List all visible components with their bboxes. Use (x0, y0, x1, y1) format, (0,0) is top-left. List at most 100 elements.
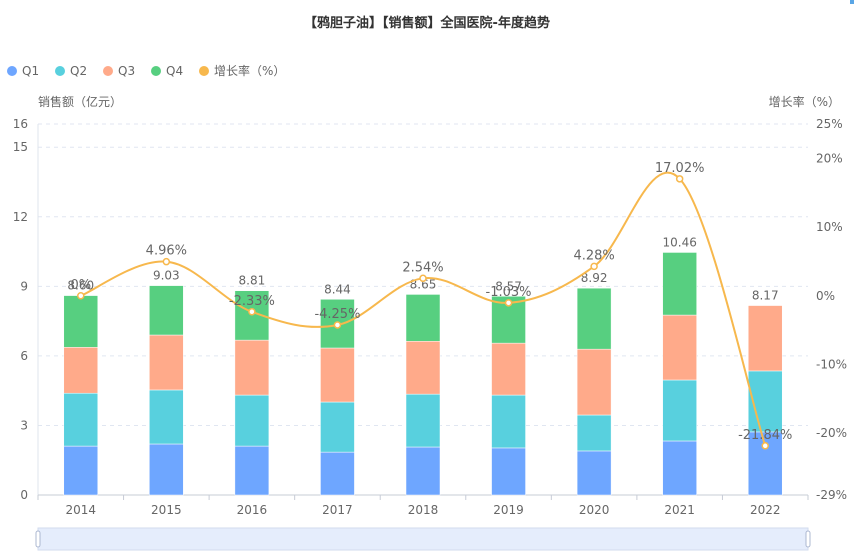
x-tick-label: 2018 (408, 503, 439, 517)
y2-tick-label: -10% (816, 357, 847, 371)
growth-point[interactable] (419, 274, 427, 283)
growth-point[interactable] (761, 442, 769, 450)
bar-q1-2017[interactable] (320, 451, 355, 496)
total-label: 8.81 (239, 274, 266, 288)
bar-q2-2015[interactable] (149, 389, 184, 445)
growth-point[interactable] (504, 299, 513, 307)
y2-tick-label: 0% (816, 289, 835, 303)
total-label: 8.17 (752, 289, 779, 303)
bar-q1-2020[interactable] (576, 450, 612, 496)
bar-q1-2015[interactable] (149, 443, 184, 496)
datazoom-slider[interactable] (35, 527, 811, 551)
bar-q3-2016[interactable] (234, 339, 270, 396)
bar-q2-2016[interactable] (234, 394, 270, 447)
y-tick-label: 15 (13, 140, 28, 154)
bar-q1-2019[interactable] (491, 447, 526, 496)
legend-marker[interactable] (7, 66, 17, 76)
bar-q2-2018[interactable] (405, 393, 441, 448)
datazoom-handle-left[interactable] (35, 530, 41, 548)
bar-q3-2019[interactable] (491, 342, 526, 396)
y-tick-label: 16 (13, 117, 28, 131)
legend-label[interactable]: 增长率（%） (214, 63, 285, 78)
y-tick-label: 9 (20, 279, 28, 293)
total-label: 8.60 (67, 279, 94, 293)
y-tick-label: 3 (20, 418, 28, 432)
bar-q4-2015[interactable] (149, 285, 184, 336)
bar-q2-2014[interactable] (63, 392, 99, 447)
legend-marker[interactable] (103, 66, 113, 76)
growth-point[interactable] (590, 262, 598, 271)
bar-q4-2021[interactable] (662, 252, 697, 316)
bar-q3-2017[interactable] (320, 347, 355, 403)
bar-q2-2020[interactable] (576, 414, 612, 452)
growth-label: 4.96% (146, 244, 187, 259)
legend-marker[interactable] (199, 66, 209, 76)
growth-point[interactable] (248, 308, 256, 316)
y2-tick-label: 25% (816, 117, 843, 131)
bars (63, 252, 783, 496)
legend: Q1 Q2 Q3 Q4 增长率（%） (7, 63, 285, 78)
growth-point[interactable] (162, 257, 171, 266)
legend-marker[interactable] (55, 66, 65, 76)
growth-label: 0% (70, 278, 91, 293)
bar-q2-2017[interactable] (320, 401, 355, 453)
legend-marker[interactable] (151, 66, 161, 76)
x-tick-label: 2017 (322, 503, 353, 517)
y-tick-label: 12 (13, 210, 28, 224)
legend-label[interactable]: Q4 (166, 64, 183, 78)
total-label: 9.03 (153, 269, 180, 283)
x-tick-label: 2020 (579, 503, 610, 517)
datazoom-handle-right[interactable] (805, 530, 811, 548)
growth-label: 17.02% (655, 161, 705, 176)
x-tick-label: 2015 (151, 503, 182, 517)
bar-q3-2018[interactable] (405, 341, 441, 395)
total-label: 10.46 (662, 235, 696, 249)
bar-q1-2018[interactable] (405, 446, 441, 496)
y2-axis-title: 增长率（%） (769, 94, 840, 109)
bar-q4-2014[interactable] (63, 295, 99, 348)
bar-q2-2019[interactable] (491, 394, 526, 449)
growth-label: -21.84% (738, 428, 792, 443)
y2-tick-label: -29% (816, 488, 847, 502)
bar-q3-2015[interactable] (149, 334, 184, 391)
total-labels: 8.60 9.03 8.81 8.44 8.65 8.57 8.92 10.46 8.17 (67, 235, 778, 302)
bar-q2-2021[interactable] (662, 379, 697, 442)
bar-q4-2018[interactable] (405, 294, 441, 342)
growth-point[interactable] (333, 321, 342, 329)
legend-label[interactable]: Q3 (118, 64, 135, 78)
x-tick-label: 2022 (750, 503, 781, 517)
legend-label[interactable]: Q2 (70, 64, 87, 78)
bar-q1-2021[interactable] (662, 440, 697, 496)
bar-q4-2020[interactable] (576, 287, 612, 350)
bar-q3-2021[interactable] (662, 314, 697, 381)
bar-q3-2014[interactable] (63, 347, 99, 394)
bar-q3-2022[interactable] (747, 305, 783, 372)
x-tick-label: 2021 (664, 503, 695, 517)
corner-indicator (850, 0, 854, 4)
x-tick-label: 2014 (66, 503, 97, 517)
bar-q1-2014[interactable] (63, 445, 99, 496)
growth-label: -1.03% (486, 285, 532, 300)
y-axis-ticks: 0 3 6 9 12 15 16 (13, 117, 28, 502)
datazoom-track[interactable] (37, 527, 809, 551)
total-label: 8.92 (581, 271, 608, 285)
y2-tick-label: -20% (816, 426, 847, 440)
growth-label: 2.54% (402, 260, 443, 275)
growth-line: 0% 4.96% -2.33% -4.25% 2.54% -1.03% 4.28% 17.02… (70, 161, 792, 450)
growth-point[interactable] (77, 292, 85, 300)
total-label: 8.44 (324, 282, 351, 296)
bar-q1-2016[interactable] (234, 445, 270, 496)
bar-q3-2020[interactable] (576, 348, 612, 416)
y2-tick-label: 20% (816, 151, 843, 165)
growth-label: -4.25% (314, 307, 360, 322)
chart-title: 【鸦胆子油】【销售额】全国医院-年度趋势 (304, 15, 550, 31)
x-tick-label: 2016 (237, 503, 268, 517)
total-label: 8.65 (410, 277, 437, 291)
legend-label[interactable]: Q1 (22, 64, 39, 78)
y2-tick-label: 10% (816, 220, 843, 234)
growth-label: 4.28% (573, 248, 614, 263)
x-tick-label: 2019 (493, 503, 524, 517)
growth-point[interactable] (675, 175, 684, 183)
x-axis: 2014 2015 2016 2017 2018 2019 2020 2021 2022 (37, 494, 809, 517)
